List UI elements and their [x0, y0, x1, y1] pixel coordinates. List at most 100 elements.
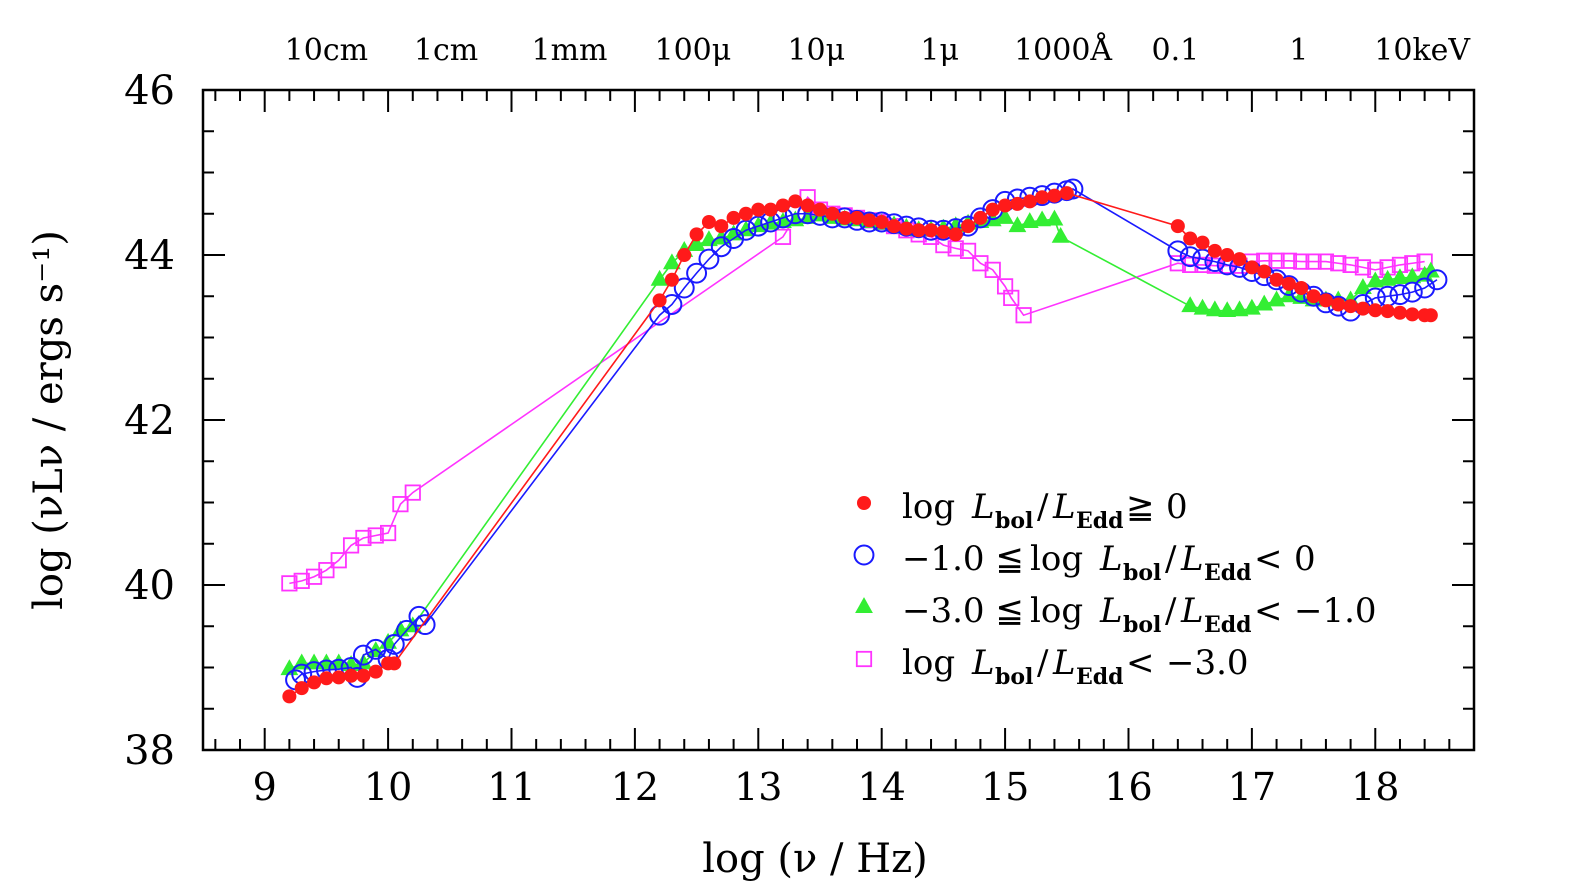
data-point — [1051, 226, 1070, 243]
legend-sub-bol: bol — [995, 664, 1033, 690]
axis-ticks — [203, 90, 1474, 750]
legend-marker — [855, 597, 873, 613]
legend-relation: < — [1126, 643, 1155, 683]
legend-log: log — [1030, 591, 1083, 631]
data-point — [1401, 281, 1423, 303]
data-point — [1331, 297, 1346, 312]
top-axis-label: 1μ — [920, 33, 959, 68]
legend-prefix: −1.0 ≦ — [902, 539, 1024, 579]
data-point — [1218, 301, 1237, 318]
data-point — [849, 210, 865, 225]
legend-sub-edd: Edd — [1076, 508, 1124, 534]
data-point — [1047, 188, 1062, 203]
data-point — [1257, 264, 1272, 279]
legend-relation: < — [1254, 591, 1283, 631]
data-point — [1244, 260, 1259, 275]
data-point — [961, 219, 976, 234]
data-point — [1293, 253, 1310, 270]
data-point — [1230, 300, 1249, 317]
x-axis-title: log (ν / Hz) — [702, 836, 928, 882]
data-point — [354, 653, 373, 670]
legend-value: 0 — [1166, 487, 1188, 527]
y-axis-title: log (νLν / ergs s⁻¹) — [26, 230, 72, 610]
data-point — [293, 572, 310, 589]
data-point — [356, 668, 371, 683]
data-point — [1033, 210, 1052, 227]
data-point — [899, 221, 914, 236]
data-point — [959, 242, 977, 259]
data-point — [1421, 261, 1440, 278]
data-point — [1294, 280, 1309, 296]
legend-sub-edd: Edd — [1204, 560, 1252, 586]
data-point — [924, 223, 939, 238]
data-point — [1232, 252, 1247, 267]
data-point — [1205, 300, 1224, 317]
data-point — [1207, 243, 1222, 258]
data-point — [1426, 269, 1448, 291]
top-axis-label: 0.1 — [1152, 33, 1200, 68]
data-point — [1405, 307, 1420, 322]
data-point — [763, 202, 778, 217]
data-point — [687, 235, 706, 252]
legend-log: log — [1030, 539, 1083, 579]
top-axis-label: 10μ — [787, 33, 845, 68]
legend-L2: L — [1052, 487, 1076, 527]
legend-slash: / — [1165, 591, 1177, 631]
x-tick-label: 12 — [611, 765, 659, 809]
legend-L2: L — [1180, 591, 1204, 631]
data-point — [973, 210, 988, 225]
data-point — [751, 202, 766, 217]
data-point — [368, 664, 383, 679]
data-point — [1170, 219, 1185, 234]
legend-L: L — [1099, 591, 1123, 631]
data-point — [1305, 253, 1322, 270]
data-point — [352, 644, 374, 666]
data-point — [652, 293, 667, 308]
data-point — [825, 206, 840, 221]
data-point — [689, 227, 704, 242]
legend-prefix: −3.0 ≦ — [902, 591, 1024, 631]
data-point — [874, 214, 889, 230]
data-point — [1423, 308, 1438, 323]
data-point — [1354, 278, 1372, 294]
data-point — [1391, 268, 1409, 285]
legend-slash: / — [1165, 539, 1177, 579]
data-point — [775, 198, 790, 213]
top-axis-label: 10cm — [285, 33, 368, 68]
data-point — [1343, 299, 1358, 314]
data-point — [1182, 256, 1199, 274]
data-point — [996, 278, 1014, 295]
data-point — [663, 253, 681, 270]
data-point — [1169, 255, 1186, 272]
x-tick-label: 9 — [253, 765, 277, 809]
data-point — [331, 670, 346, 685]
data-point — [1281, 276, 1296, 291]
data-point — [714, 219, 729, 234]
data-point — [1195, 235, 1210, 250]
data-point — [1181, 296, 1200, 313]
y-tick-label: 38 — [124, 728, 175, 774]
data-point — [367, 527, 384, 544]
legend-L2: L — [1180, 539, 1204, 579]
data-point — [281, 575, 298, 592]
legend-marker — [853, 544, 875, 566]
data-point — [985, 202, 1000, 217]
data-point — [307, 675, 322, 690]
series-3 — [281, 189, 1433, 592]
x-tick-labels: 9 10 11 12 13 14 15 16 17 18 — [253, 765, 1400, 809]
data-point — [837, 210, 852, 225]
data-point — [1354, 259, 1372, 276]
legend-slash: / — [1037, 643, 1049, 683]
legend-relation: ≧ — [1126, 487, 1155, 527]
data-point — [1268, 252, 1285, 269]
data-point — [1059, 186, 1074, 201]
y-tick-label: 40 — [124, 563, 175, 609]
data-point — [1167, 240, 1189, 262]
data-point — [812, 202, 828, 217]
data-point — [774, 212, 792, 228]
data-point — [383, 633, 405, 655]
